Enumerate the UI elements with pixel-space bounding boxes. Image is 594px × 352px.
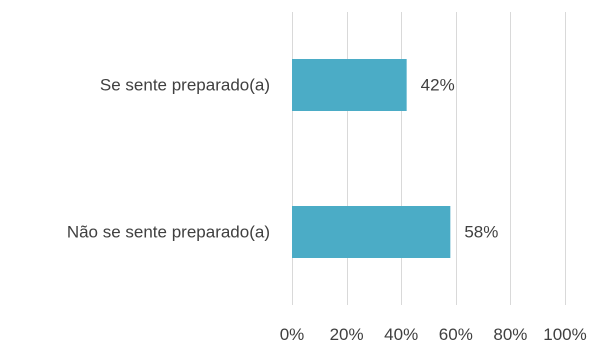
bars	[292, 59, 451, 258]
data-label-1: 58%	[464, 223, 498, 242]
labels: Se sente preparado(a) 42% Não se sente pre…	[67, 76, 499, 242]
data-label-0: 42%	[421, 76, 455, 95]
x-tick-label-20: 20%	[330, 325, 364, 344]
x-tick-label-0: 0%	[280, 325, 305, 344]
category-label-1: Não se sente preparado(a)	[67, 223, 270, 242]
x-axis-ticks: 0% 20% 40% 60% 80% 100%	[280, 325, 587, 344]
x-tick-label-60: 60%	[439, 325, 473, 344]
category-label-0: Se sente preparado(a)	[100, 76, 270, 95]
bar-1	[292, 206, 451, 258]
x-tick-label-100: 100%	[543, 325, 586, 344]
bar-0	[292, 59, 407, 111]
x-tick-label-40: 40%	[384, 325, 418, 344]
x-tick-label-80: 80%	[493, 325, 527, 344]
gridlines	[292, 12, 566, 305]
